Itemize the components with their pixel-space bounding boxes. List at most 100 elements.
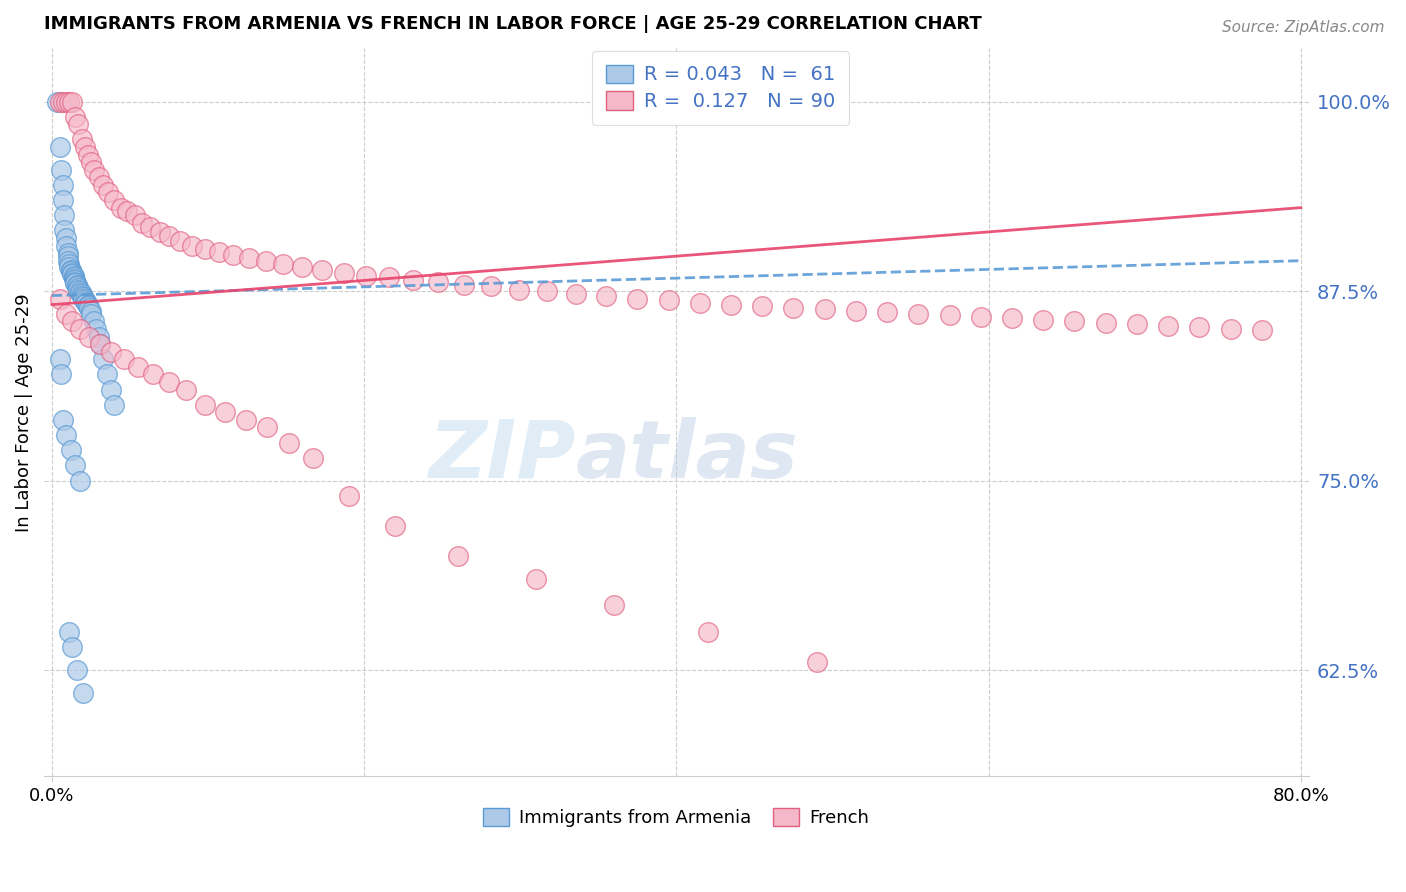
Point	[55, 428, 77, 442]
Point	[66, 279, 89, 293]
Point	[45, 95, 67, 109]
Point	[149, 225, 172, 239]
Point	[69, 322, 91, 336]
Point	[56, 249, 79, 263]
Point	[66, 277, 89, 292]
Point	[1188, 320, 1211, 334]
Point	[62, 268, 84, 283]
Point	[626, 292, 648, 306]
Point	[73, 140, 96, 154]
Point	[1032, 313, 1054, 327]
Point	[194, 242, 217, 256]
Point	[59, 264, 82, 278]
Point	[337, 489, 360, 503]
Point	[84, 322, 107, 336]
Point	[58, 625, 80, 640]
Point	[69, 474, 91, 488]
Point	[1250, 323, 1272, 337]
Point	[208, 244, 231, 259]
Point	[79, 301, 101, 315]
Point	[55, 95, 77, 109]
Point	[58, 257, 80, 271]
Point	[53, 208, 76, 222]
Point	[311, 262, 333, 277]
Point	[565, 287, 588, 301]
Y-axis label: In Labor Force | Age 25-29: In Labor Force | Age 25-29	[15, 293, 32, 532]
Text: atlas: atlas	[575, 417, 799, 495]
Point	[254, 253, 277, 268]
Point	[80, 303, 103, 318]
Point	[70, 287, 93, 301]
Point	[60, 268, 83, 282]
Point	[69, 284, 91, 298]
Point	[79, 329, 101, 343]
Point	[720, 298, 742, 312]
Point	[426, 275, 449, 289]
Point	[93, 352, 115, 367]
Point	[72, 290, 94, 304]
Point	[127, 359, 149, 374]
Legend: Immigrants from Armenia, French: Immigrants from Armenia, French	[474, 799, 879, 837]
Point	[524, 572, 547, 586]
Point	[58, 95, 80, 109]
Point	[56, 246, 79, 260]
Point	[938, 308, 960, 322]
Point	[48, 292, 70, 306]
Point	[69, 285, 91, 300]
Point	[907, 307, 929, 321]
Point	[60, 266, 83, 280]
Point	[59, 262, 82, 277]
Point	[48, 352, 70, 367]
Point	[124, 208, 146, 222]
Point	[174, 383, 197, 397]
Point	[301, 450, 323, 465]
Point	[508, 283, 530, 297]
Point	[970, 310, 993, 324]
Point	[235, 413, 257, 427]
Point	[67, 117, 90, 131]
Point	[73, 293, 96, 307]
Point	[76, 298, 98, 312]
Point	[55, 231, 77, 245]
Point	[256, 420, 278, 434]
Point	[89, 337, 111, 351]
Text: IMMIGRANTS FROM ARMENIA VS FRENCH IN LABOR FORCE | AGE 25-29 CORRELATION CHART: IMMIGRANTS FROM ARMENIA VS FRENCH IN LAB…	[44, 15, 981, 33]
Point	[169, 234, 191, 248]
Point	[52, 178, 75, 192]
Point	[876, 305, 898, 319]
Point	[67, 281, 90, 295]
Point	[751, 299, 773, 313]
Point	[65, 458, 87, 473]
Point	[52, 95, 75, 109]
Point	[291, 260, 314, 274]
Point	[1001, 311, 1024, 326]
Point	[51, 162, 73, 177]
Point	[67, 283, 90, 297]
Point	[181, 238, 204, 252]
Point	[60, 640, 83, 655]
Point	[271, 257, 294, 271]
Point	[103, 398, 125, 412]
Point	[80, 307, 103, 321]
Point	[76, 299, 98, 313]
Point	[110, 201, 132, 215]
Point	[60, 95, 83, 109]
Point	[55, 238, 77, 252]
Point	[48, 140, 70, 154]
Point	[60, 314, 83, 328]
Point	[401, 273, 423, 287]
Point	[378, 270, 401, 285]
Point	[479, 279, 502, 293]
Point	[1063, 314, 1085, 328]
Point	[75, 296, 97, 310]
Point	[87, 329, 110, 343]
Point	[238, 251, 260, 265]
Point	[53, 223, 76, 237]
Point	[384, 519, 406, 533]
Point	[131, 216, 153, 230]
Point	[72, 686, 94, 700]
Point	[80, 155, 103, 169]
Point	[55, 307, 77, 321]
Point	[58, 260, 80, 274]
Point	[75, 294, 97, 309]
